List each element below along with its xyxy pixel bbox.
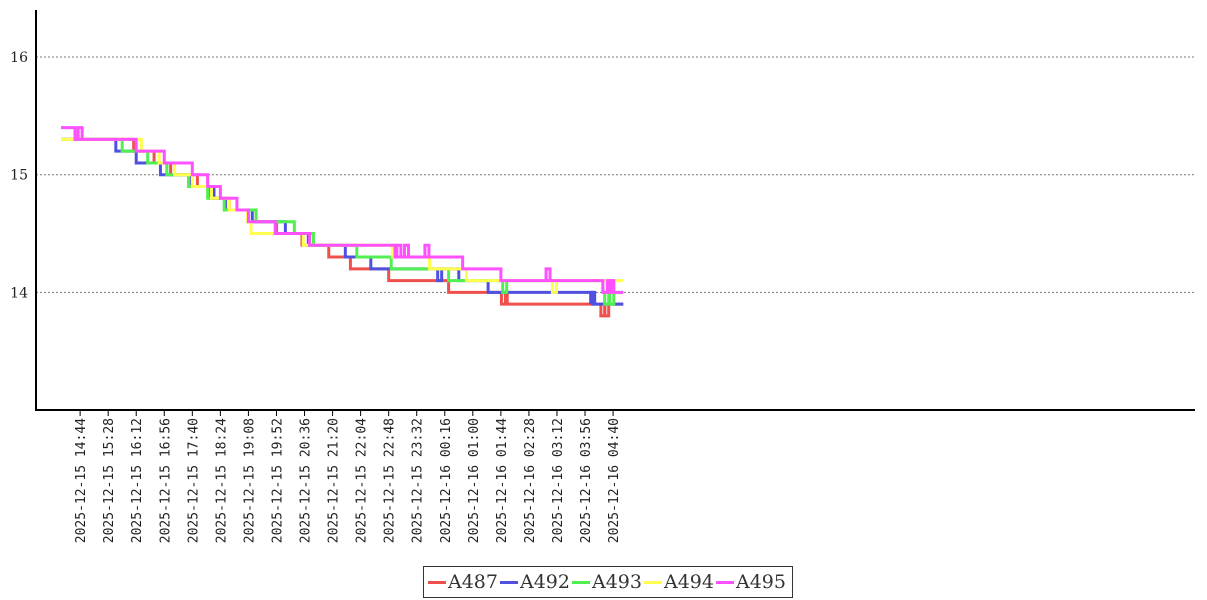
x-tick-label: 2025-12-16 01:44 [495, 418, 510, 543]
legend: A487 A492 A493 A494 A495 [423, 566, 793, 598]
legend-swatch [428, 580, 446, 584]
legend-item-A487: A487 [428, 571, 498, 593]
series-line-A493 [61, 137, 624, 294]
x-tick-label: 2025-12-16 01:00 [467, 418, 482, 543]
legend-item-A494: A494 [644, 571, 714, 593]
x-tick-label: 2025-12-15 14:44 [74, 418, 89, 543]
x-tick-label: 2025-12-15 20:36 [299, 418, 314, 543]
y-tick-label: 14 [10, 285, 28, 301]
series-layer [61, 126, 624, 318]
y-axis-ticks: 14 15 16 [10, 50, 28, 301]
x-tick-label: 2025-12-15 19:08 [242, 418, 257, 543]
x-tick-label: 2025-12-15 22:48 [383, 418, 398, 543]
series-spike-A487 [499, 292, 507, 306]
legend-swatch [716, 580, 734, 584]
series-spike-A495 [76, 126, 84, 140]
series-spike-A492 [589, 290, 597, 305]
legend-label: A495 [736, 571, 786, 593]
series-spike-A495 [608, 279, 616, 293]
x-tick-label: 2025-12-16 03:56 [579, 418, 594, 543]
x-tick-label: 2025-12-15 16:12 [130, 418, 145, 543]
series-spike-A495 [423, 243, 431, 258]
y-tick-label: 16 [10, 50, 28, 66]
x-axis-ticks: 2025-12-15 14:44 2025-12-15 15:28 2025-12-… [74, 411, 622, 543]
series-line-A494 [61, 137, 624, 283]
x-tick-label: 2025-12-15 16:56 [158, 418, 173, 543]
legend-item-A495: A495 [716, 571, 786, 593]
legend-swatch [572, 580, 590, 584]
legend-item-A492: A492 [500, 571, 570, 593]
grid-lines [36, 56, 1195, 293]
x-tick-label: 2025-12-15 15:28 [102, 418, 117, 543]
legend-swatch [500, 580, 518, 584]
series-spike-A494 [550, 280, 558, 294]
x-tick-label: 2025-12-16 02:28 [523, 418, 538, 543]
series-spike-A492 [436, 268, 444, 283]
series-spike-A493 [608, 292, 616, 306]
x-tick-label: 2025-12-16 03:12 [551, 418, 566, 543]
y-tick-label: 15 [10, 168, 28, 184]
series-spike-A495 [403, 243, 411, 258]
x-tick-label: 2025-12-15 17:40 [186, 418, 201, 543]
legend-label: A493 [592, 571, 642, 593]
x-tick-label: 2025-12-15 18:24 [214, 418, 229, 543]
legend-label: A492 [520, 571, 570, 593]
series-spike-A487 [603, 304, 611, 318]
series-line-A495 [61, 126, 624, 294]
legend-swatch [644, 580, 662, 584]
x-tick-label: 2025-12-15 19:52 [270, 418, 285, 543]
x-tick-label: 2025-12-16 04:40 [607, 418, 622, 543]
x-tick-label: 2025-12-15 22:04 [355, 418, 370, 543]
x-tick-label: 2025-12-15 21:20 [327, 418, 342, 543]
legend-item-A493: A493 [572, 571, 642, 593]
series-spike-A495 [544, 267, 552, 281]
series-spike-A493 [501, 280, 509, 294]
series-spike-A495 [395, 243, 403, 258]
axes [35, 10, 1195, 411]
series-spike-A493 [603, 292, 611, 306]
legend-label: A487 [448, 571, 498, 593]
x-tick-label: 2025-12-16 00:16 [439, 418, 454, 543]
legend-label: A494 [664, 571, 714, 593]
x-tick-label: 2025-12-15 23:32 [411, 418, 426, 543]
